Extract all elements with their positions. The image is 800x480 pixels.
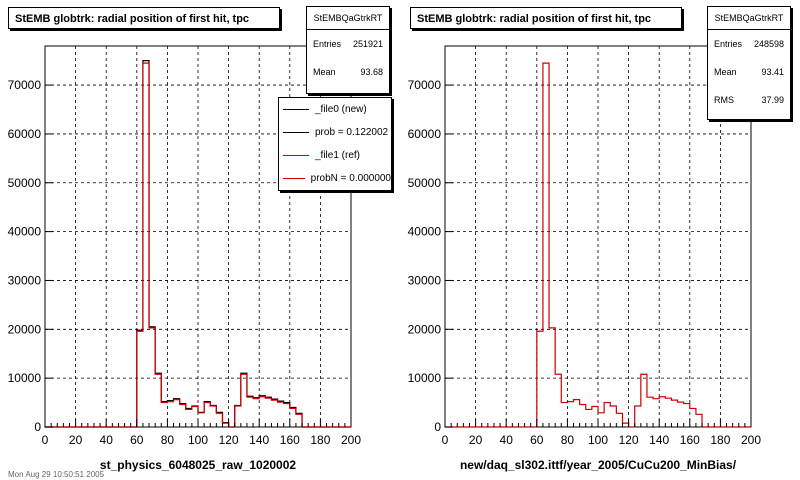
right-y-tick-label-4: 40000 (408, 225, 442, 239)
left-y-tick-label-0: 0 (34, 420, 41, 434)
right-y-tick-label-5: 50000 (408, 176, 442, 190)
right-stats-rms-label: RMS (714, 95, 734, 105)
right-x-tick-label-2: 40 (500, 433, 514, 447)
right-stats-mean-row: Mean 93.41 (708, 58, 790, 86)
right-x-tick-label-9: 180 (710, 433, 730, 447)
right-stats-entries-row: Entries 248598 (708, 30, 790, 58)
left-x-tick-label-9: 180 (310, 433, 330, 447)
right-y-tick-label-6: 60000 (408, 127, 442, 141)
legend-line-black (283, 109, 309, 110)
left-x-tick-label-6: 120 (219, 433, 239, 447)
left-y-tick-label-3: 30000 (8, 273, 42, 287)
left-x-tick-label-2: 40 (100, 433, 114, 447)
left-y-tick-label-2: 20000 (8, 322, 42, 336)
right-x-axis-title: new/daq_sl302.ittf/year_2005/CuCu200_Min… (460, 458, 737, 472)
right-stats-name: StEMBQaGtrkRT (708, 7, 790, 30)
left-x-axis-title: st_physics_6048025_raw_1020002 (100, 458, 296, 472)
legend-line-black-2 (283, 132, 309, 133)
right-x-tick-label-10: 200 (741, 433, 761, 447)
legend-label-probn: probN = 0.000000 (310, 173, 391, 184)
right-stats-rms-value: 37.99 (761, 95, 784, 105)
right-chart-title: StEMB globtrk: radial position of first … (417, 13, 652, 25)
right-x-tick-label-7: 140 (649, 433, 669, 447)
legend-label-file1: _file1 (ref) (315, 150, 361, 161)
right-x-tick-label-5: 100 (588, 433, 608, 447)
legend-entry-file0: _file0 (new) (279, 98, 391, 121)
right-stats-rms-row: RMS 37.99 (708, 86, 790, 114)
right-x-tick-label-8: 160 (680, 433, 700, 447)
left-x-tick-label-10: 200 (341, 433, 361, 447)
left-stats-mean-value: 93.68 (360, 67, 383, 77)
right-x-tick-label-0: 0 (442, 433, 449, 447)
right-y-tick-label-2: 20000 (408, 322, 442, 336)
right-chart-title-box: StEMB globtrk: radial position of first … (410, 7, 682, 29)
legend-entry-prob: prob = 0.122002 (279, 121, 391, 144)
right-x-tick-label-1: 20 (469, 433, 483, 447)
legend-entry-probn: probN = 0.000000 (279, 167, 391, 190)
left-x-tick-label-8: 160 (280, 433, 300, 447)
right-plot-frame (444, 45, 752, 428)
left-legend-box: _file0 (new) prob = 0.122002 _file1 (ref… (278, 97, 392, 191)
left-stats-entries-label: Entries (313, 39, 342, 49)
left-y-tick-label-6: 60000 (8, 127, 42, 141)
left-stats-mean-label: Mean (313, 67, 336, 77)
left-x-tick-label-3: 60 (130, 433, 144, 447)
left-stats-box: StEMBQaGtrkRT Entries 251921 Mean 93.68 (306, 6, 390, 94)
left-y-tick-label-5: 50000 (8, 176, 42, 190)
right-x-tick-label-3: 60 (530, 433, 544, 447)
legend-label-file0: _file0 (new) (315, 104, 367, 115)
right-stats-mean-value: 93.41 (761, 67, 784, 77)
right-y-tick-label-1: 10000 (408, 371, 442, 385)
legend-line-red-2 (283, 178, 305, 179)
left-stats-entries-row: Entries 251921 (307, 30, 389, 58)
left-y-tick-label-7: 70000 (8, 78, 42, 92)
left-chart-title-box: StEMB globtrk: radial position of first … (8, 7, 280, 29)
left-chart-title: StEMB globtrk: radial position of first … (15, 13, 250, 25)
right-x-tick-label-6: 120 (619, 433, 639, 447)
left-x-tick-label-1: 20 (69, 433, 83, 447)
legend-label-prob: prob = 0.122002 (315, 127, 389, 138)
left-x-tick-label-5: 100 (188, 433, 208, 447)
left-x-tick-label-4: 80 (161, 433, 175, 447)
left-stats-mean-row: Mean 93.68 (307, 58, 389, 86)
left-y-tick-label-1: 10000 (8, 371, 42, 385)
left-stats-entries-value: 251921 (352, 39, 383, 49)
left-stats-name: StEMBQaGtrkRT (307, 7, 389, 30)
left-x-tick-label-0: 0 (42, 433, 49, 447)
left-y-tick-label-4: 40000 (8, 225, 42, 239)
right-y-tick-label-3: 30000 (408, 273, 442, 287)
right-y-tick-label-0: 0 (434, 420, 441, 434)
footer-timestamp: Mon Aug 29 10:50:51 2005 (8, 470, 105, 479)
right-stats-entries-value: 248598 (753, 39, 784, 49)
right-stats-mean-label: Mean (714, 67, 737, 77)
right-stats-entries-label: Entries (714, 39, 743, 49)
right-stats-box: StEMBQaGtrkRT Entries 248598 Mean 93.41 … (707, 6, 791, 120)
legend-line-red (283, 155, 309, 156)
right-y-tick-label-7: 70000 (408, 78, 442, 92)
left-x-tick-label-7: 140 (249, 433, 269, 447)
right-x-tick-label-4: 80 (561, 433, 575, 447)
legend-entry-file1: _file1 (ref) (279, 144, 391, 167)
